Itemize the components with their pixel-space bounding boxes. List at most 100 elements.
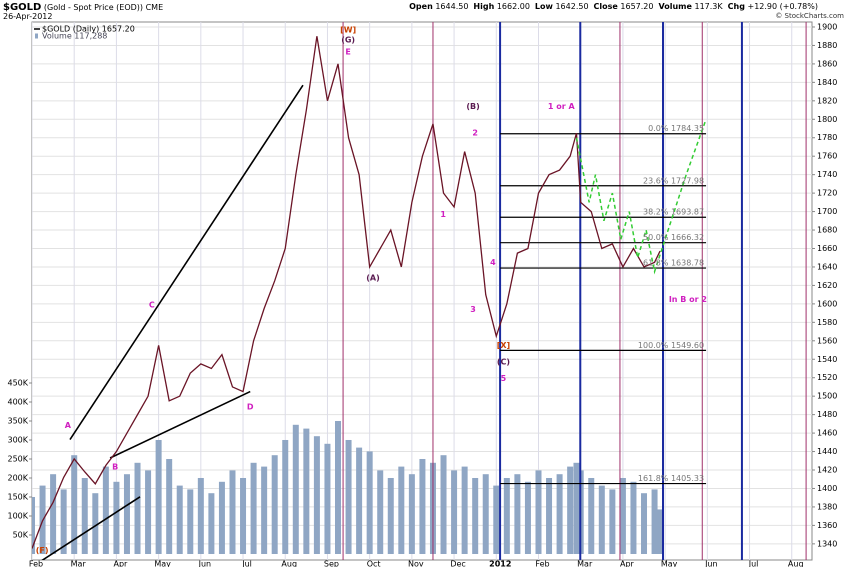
- volume-bar: [261, 466, 268, 554]
- volume-bar: [176, 485, 183, 554]
- quote-label: Open: [409, 2, 433, 11]
- annotation: (F): [36, 546, 49, 555]
- volume-bar: [50, 474, 57, 554]
- y-tick-label: 1760: [817, 152, 837, 161]
- trendline: [109, 390, 251, 459]
- annotation: 2: [472, 129, 478, 138]
- volume-bar: [398, 466, 405, 554]
- annotation: [W]: [340, 25, 356, 34]
- x-tick-label: Sep: [324, 560, 339, 567]
- credit: © StockCharts.com: [775, 12, 844, 20]
- annotation: (B): [466, 102, 479, 111]
- x-tick-label: Jun: [198, 560, 212, 567]
- volume-bar: [81, 477, 88, 554]
- volume-bar: [556, 474, 563, 554]
- y-tick-label: 1900: [817, 22, 837, 31]
- x-tick-label: Jul: [241, 560, 252, 567]
- quote-value: 1642.50: [555, 2, 589, 11]
- y-tick-label: 1480: [817, 410, 837, 419]
- y2-tick-label: 400K: [7, 397, 28, 406]
- trendline: [69, 84, 304, 440]
- price-line: [32, 36, 661, 549]
- volume-bar: [208, 493, 215, 554]
- quote-row: Open 1644.50 High 1662.00 Low 1642.50 Close…: [409, 2, 818, 11]
- volume-bar: [535, 470, 542, 554]
- volume-bar: [573, 462, 580, 554]
- volume-bar: [440, 455, 447, 554]
- y-tick-label: 1600: [817, 299, 837, 308]
- y-tick-label: 1840: [817, 78, 837, 87]
- y-tick-label: 1420: [817, 466, 837, 475]
- x-tick-label: Apr: [620, 560, 635, 567]
- y-tick-label: 1440: [817, 447, 837, 456]
- volume-bar: [282, 439, 289, 554]
- volume-bar: [303, 428, 310, 554]
- x-tick-label: Jun: [704, 560, 718, 567]
- volume-bar: [313, 436, 320, 554]
- x-tick-label: 2012: [489, 560, 511, 567]
- y2-tick-label: 300K: [7, 435, 28, 444]
- y-tick-label: 1780: [817, 133, 837, 142]
- quote-value: +12.90 (+0.78%): [747, 2, 818, 11]
- fib-label: 38.2% 1693.87: [643, 208, 704, 217]
- annotation: In B or 2: [669, 295, 707, 304]
- annotation: (C): [497, 358, 510, 367]
- title-row: $GOLD (Gold - Spot Price (EOD)) CME: [3, 2, 163, 13]
- quote-label: Low: [534, 2, 553, 11]
- header: $GOLD (Gold - Spot Price (EOD)) CME 26-A…: [0, 0, 850, 22]
- volume-bar: [218, 481, 225, 554]
- volume-bar: [588, 477, 595, 554]
- volume-bar: [92, 493, 99, 554]
- trendline: [41, 496, 141, 560]
- volume-bar: [71, 455, 78, 554]
- annotation: [X]: [497, 341, 510, 350]
- volume-bar: [366, 451, 373, 554]
- quote-label: Volume: [658, 2, 692, 11]
- x-tick-label: Jul: [748, 560, 759, 567]
- volume-bar: [166, 458, 173, 554]
- quote-item: Close 1657.20: [594, 2, 654, 11]
- volume-bar: [493, 485, 500, 554]
- y-tick-label: 1520: [817, 373, 837, 382]
- volume-bar: [514, 474, 521, 554]
- projection-line: [575, 119, 707, 275]
- y-tick-label: 1620: [817, 281, 837, 290]
- volume-bar: [598, 485, 605, 554]
- volume-bar: [324, 443, 331, 554]
- y-tick-label: 1800: [817, 115, 837, 124]
- x-tick-label: Apr: [113, 560, 128, 567]
- x-tick-label: Oct: [367, 560, 381, 567]
- fib-label: 100.0% 1549.60: [638, 341, 704, 350]
- fib-label: 23.6% 1727.98: [643, 176, 704, 185]
- quote-item: Open 1644.50: [409, 2, 468, 11]
- volume-bar: [123, 474, 130, 554]
- volume-bar: [155, 439, 162, 554]
- volume-bar: [377, 470, 384, 554]
- volume-bar: [335, 420, 342, 554]
- quote-item: Low 1642.50: [535, 2, 589, 11]
- volume-bar: [271, 455, 278, 554]
- volume-bar: [197, 477, 204, 554]
- quote-value: 1644.50: [435, 2, 469, 11]
- chart-date: 26-Apr-2012: [3, 12, 53, 21]
- y2-tick-label: 350K: [7, 416, 28, 425]
- annotation: 5: [501, 374, 507, 383]
- volume-bar: [187, 489, 194, 554]
- quote-item: High 1662.00: [473, 2, 530, 11]
- y-tick-label: 1460: [817, 429, 837, 438]
- y2-tick-label: 100K: [7, 511, 28, 520]
- fib-label: 0.0% 1784.35: [648, 124, 704, 133]
- legend-label: Volume 117,288: [42, 32, 107, 41]
- volume-bar: [619, 477, 626, 554]
- y-tick-label: 1720: [817, 189, 837, 198]
- fib-label: 161.8% 1405.33: [638, 474, 704, 483]
- y2-tick-label: 450K: [7, 378, 28, 387]
- annotation: (A): [366, 274, 380, 283]
- x-tick-label: May: [154, 560, 171, 567]
- volume-bar: [134, 462, 141, 554]
- quote-item: Volume 117.3K: [658, 2, 722, 11]
- legend-label: $GOLD (Daily) 1657.20: [42, 25, 135, 34]
- volume-bar: [292, 424, 299, 554]
